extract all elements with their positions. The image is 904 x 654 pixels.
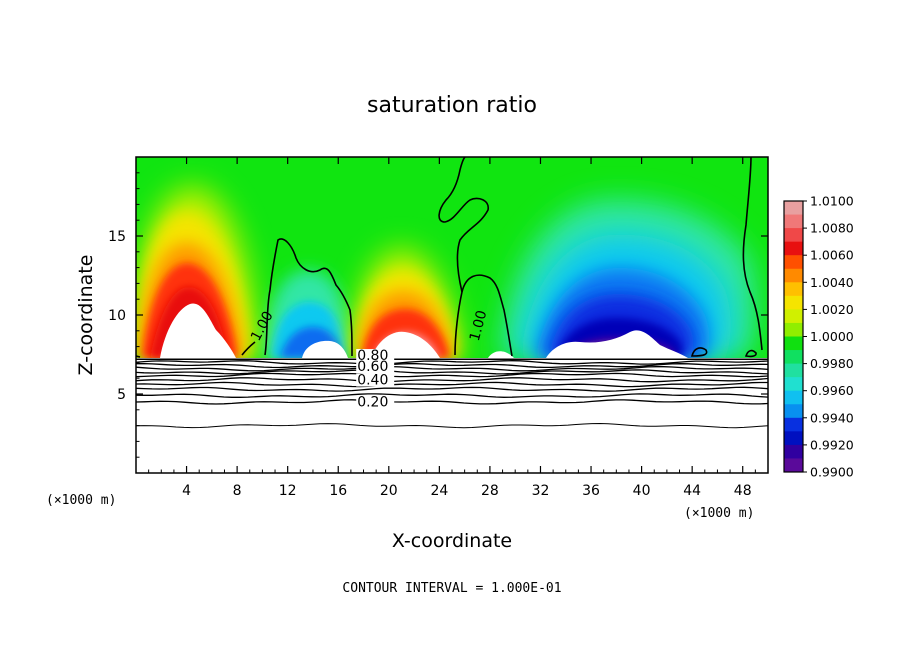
y-axis-label: Z-coordinate	[75, 255, 97, 376]
x-tick-label: 4	[182, 483, 191, 499]
lower-contour-line	[136, 393, 768, 398]
colorbar-tick-label: 0.9920	[810, 437, 854, 452]
lower-contour-lines	[136, 358, 768, 429]
colorbar-tick-label: 0.9940	[810, 410, 854, 425]
colorbar-swatch	[784, 295, 803, 310]
contour-label: 0.80	[357, 348, 388, 364]
colorbar-swatch	[784, 282, 803, 297]
y-axis: 5 10 15	[108, 172, 768, 458]
x-tick-label: 20	[380, 483, 398, 499]
colorbar-tick-label: 1.0080	[810, 221, 854, 236]
x-tick-label: 40	[633, 483, 651, 499]
colorbar-tick-label: 0.9980	[810, 356, 854, 371]
colorbar-swatch	[784, 322, 803, 337]
colorbar-swatch	[784, 201, 803, 216]
lower-contour-line	[136, 386, 768, 392]
x-tick-label: 36	[582, 483, 600, 499]
colorbar-swatch	[784, 363, 803, 378]
x-axis-label: X-coordinate	[392, 530, 512, 552]
x-tick-label: 48	[734, 483, 752, 499]
chart-title: saturation ratio	[367, 93, 537, 118]
colorbar-tick-label: 0.9960	[810, 383, 854, 398]
x-unit-left: (×1000 m)	[46, 493, 116, 508]
y-tick-label: 15	[108, 229, 126, 245]
contour-label-backdrop	[356, 395, 395, 409]
cloud-base-blanks	[160, 303, 688, 358]
colorbar-swatch	[784, 214, 803, 229]
lower-contour-line	[136, 365, 768, 372]
colorbar-tick-label: 1.0060	[810, 248, 854, 263]
colorbar-swatch	[784, 377, 803, 392]
x-tick-label: 28	[481, 483, 499, 499]
colorbar-swatch	[784, 336, 803, 351]
colorbar-swatch	[784, 417, 803, 432]
colorbar: 1.0100 1.0080 1.0060 1.0040 1.0020 1.0000 0.99…	[783, 194, 854, 480]
contour-label-backdrop	[356, 349, 395, 363]
colorbar-tick-label: 1.0020	[810, 302, 854, 317]
y-tick-label: 5	[117, 387, 126, 403]
contour-labels: 1.00 1.000.800.600.400.20	[248, 309, 490, 411]
colorbar-swatch	[784, 458, 803, 473]
contour-label: 1.00	[467, 309, 491, 343]
plot-area: 1.00 1.000.800.600.400.20	[136, 157, 768, 473]
contour-label: 0.40	[357, 373, 388, 389]
lower-contour-line	[136, 362, 768, 369]
lower-contour-line	[136, 369, 768, 375]
x-tick-label: 8	[233, 483, 242, 499]
colorbar-swatch	[784, 390, 803, 405]
lower-contour-line	[136, 381, 768, 388]
colorbar-swatch	[784, 444, 803, 459]
x-axis: 4 8 12 16 20 24 28 32 36 40 44 48	[148, 157, 756, 499]
contour-label-backdrop	[356, 373, 395, 387]
colorbar-swatch	[784, 431, 803, 446]
colorbar-swatch	[784, 228, 803, 243]
x-tick-label: 32	[532, 483, 550, 499]
colorbar-tick-label: 1.0040	[810, 275, 854, 290]
colorbar-tick-label: 1.0000	[810, 329, 854, 344]
x-tick-label: 44	[683, 483, 701, 499]
lower-contour-line	[136, 422, 768, 429]
contour-label: 0.20	[357, 395, 388, 411]
saturation-contour-lines	[136, 157, 763, 358]
colorbar-swatch	[784, 241, 803, 256]
contour-label-backdrop	[356, 360, 395, 374]
y-tick-label: 10	[108, 308, 126, 324]
contour-label: 0.60	[357, 359, 388, 375]
x-tick-label: 12	[279, 483, 297, 499]
colorbar-swatch	[784, 309, 803, 324]
lower-contour-line	[136, 377, 768, 383]
colorbar-tick-label: 0.9900	[810, 465, 854, 480]
colorbar-tick-label: 1.0100	[810, 194, 854, 209]
lower-contour-line	[136, 372, 768, 378]
colorbar-swatch	[784, 404, 803, 419]
colorbar-swatch	[784, 350, 803, 365]
x-tick-label: 16	[329, 483, 347, 499]
colorbar-swatch	[784, 268, 803, 283]
lower-contour-line	[136, 399, 768, 405]
lower-contour-line	[136, 360, 768, 365]
x-unit-right: (×1000 m)	[684, 506, 754, 521]
x-tick-label: 24	[430, 483, 448, 499]
contour-interval-note: CONTOUR INTERVAL = 1.000E-01	[342, 581, 561, 596]
colorbar-swatch	[784, 255, 803, 270]
